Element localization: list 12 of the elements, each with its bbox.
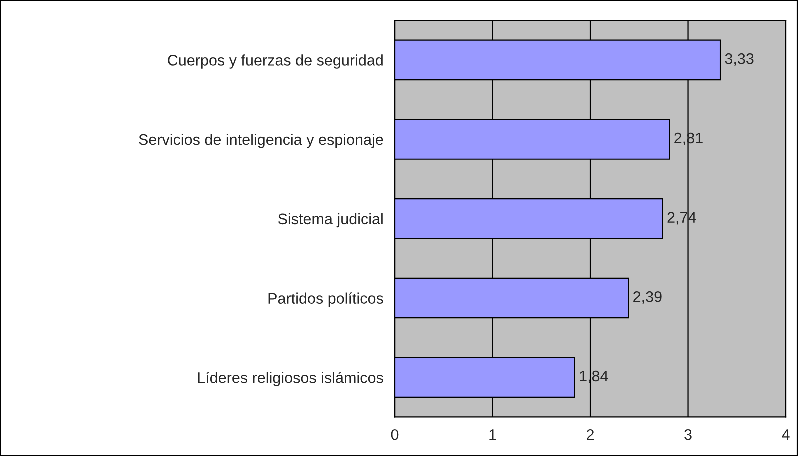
y-tick-label: Líderes religiosos islámicos	[198, 372, 384, 386]
x-tick-label: 4	[782, 430, 790, 440]
y-tick-label: Cuerpos y fuerzas de seguridad	[168, 54, 383, 69]
x-tick-label: 0	[391, 429, 399, 440]
data-label: 2,39	[634, 292, 662, 304]
y-tick-label: Sistema judicial	[278, 213, 383, 228]
data-label: 3,33	[725, 53, 754, 66]
y-tick-label: Servicios de inteligencia y espionaje	[139, 134, 384, 148]
x-tick-label: 1	[490, 430, 496, 440]
y-tick-label: Partidos políticos	[268, 292, 384, 308]
x-tick-label: 3	[684, 429, 692, 440]
x-tick-label: 2	[587, 429, 594, 440]
